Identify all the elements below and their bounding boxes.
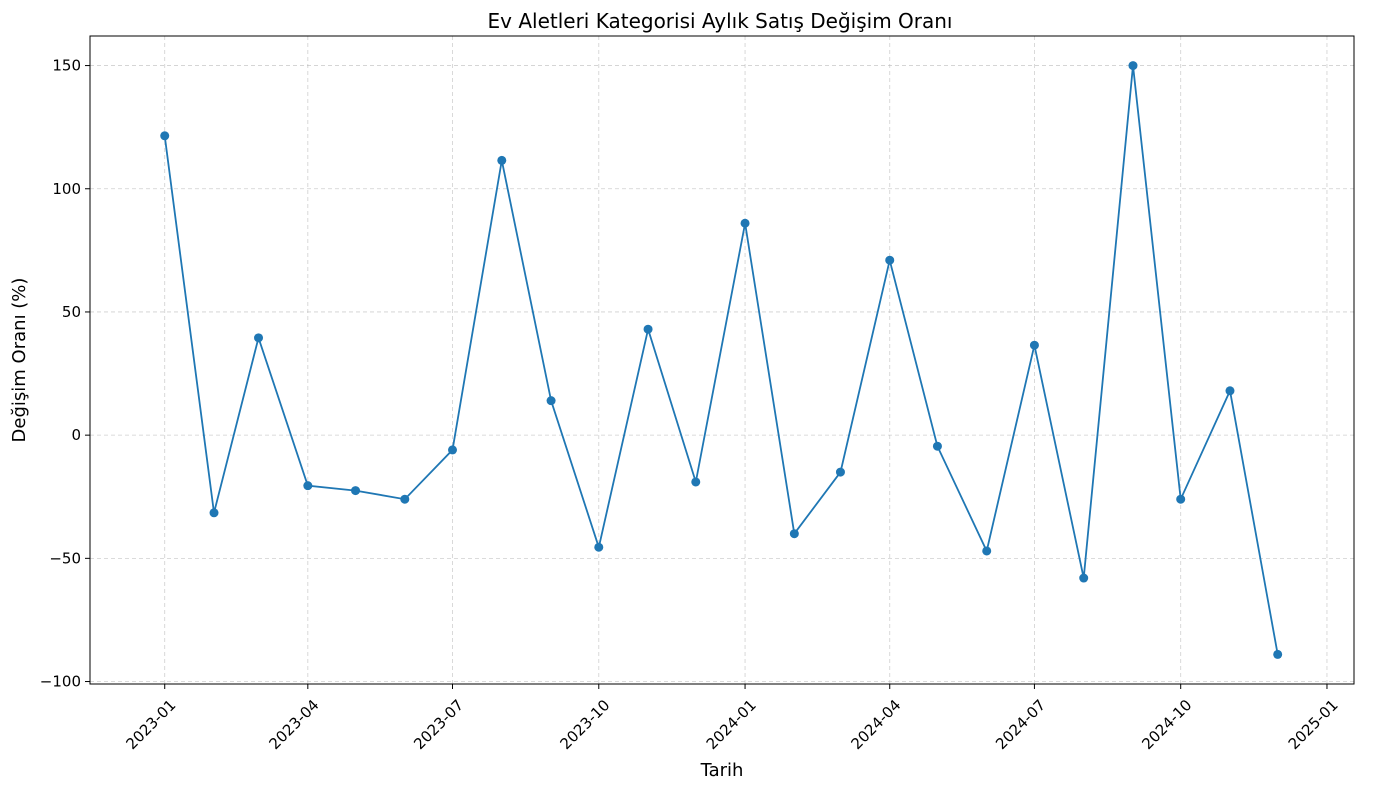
y-tick-label: −100 xyxy=(40,673,81,691)
x-tick-label: 2024-04 xyxy=(847,696,904,753)
x-tick-label: 2023-01 xyxy=(122,696,179,753)
data-point xyxy=(1029,340,1039,350)
data-point xyxy=(789,529,799,539)
y-tick-label: −50 xyxy=(49,549,81,567)
data-point xyxy=(740,218,750,228)
data-point xyxy=(448,445,458,455)
data-point xyxy=(982,546,992,556)
chart-title: Ev Aletleri Kategorisi Aylık Satış Değiş… xyxy=(488,9,953,33)
y-tick-label: 0 xyxy=(71,426,81,444)
data-point xyxy=(932,441,942,451)
data-point xyxy=(1079,573,1089,583)
data-point xyxy=(209,508,219,518)
plot-frame xyxy=(89,35,1355,685)
data-point xyxy=(400,494,410,504)
x-tick-label: 2025-01 xyxy=(1285,696,1342,753)
x-tick-label: 2024-10 xyxy=(1138,696,1195,753)
data-point xyxy=(351,486,361,496)
data-point xyxy=(1128,61,1138,71)
y-tick-label: 100 xyxy=(52,180,81,198)
x-tick-label: 2024-07 xyxy=(992,696,1049,753)
y-tick-label: 150 xyxy=(52,57,81,75)
x-tick-label: 2023-04 xyxy=(266,696,323,753)
data-point xyxy=(835,467,845,477)
data-point xyxy=(1176,494,1186,504)
data-point xyxy=(497,155,507,165)
x-axis-label: Tarih xyxy=(700,760,744,781)
data-point xyxy=(1225,386,1235,396)
data-point xyxy=(303,481,313,491)
x-tick-label: 2024-01 xyxy=(703,696,760,753)
data-point xyxy=(546,396,556,406)
data-point xyxy=(885,255,895,265)
y-tick-label: 50 xyxy=(62,303,81,321)
y-axis-label: Değişim Oranı (%) xyxy=(9,278,30,443)
data-point xyxy=(643,324,653,334)
data-point xyxy=(160,131,170,141)
series-line-layer xyxy=(160,61,1283,659)
grid xyxy=(90,36,1354,684)
data-point xyxy=(691,477,701,487)
x-tick-label: 2023-10 xyxy=(556,696,613,753)
series-line xyxy=(163,65,1279,655)
data-point xyxy=(1273,649,1283,659)
data-point xyxy=(254,333,264,343)
x-tick-label: 2023-07 xyxy=(410,696,467,753)
data-point xyxy=(594,542,604,552)
axis-ticks: −100 −50 0 50 100 150 2023-01 2023-04 2023-07 202… xyxy=(40,57,1342,754)
